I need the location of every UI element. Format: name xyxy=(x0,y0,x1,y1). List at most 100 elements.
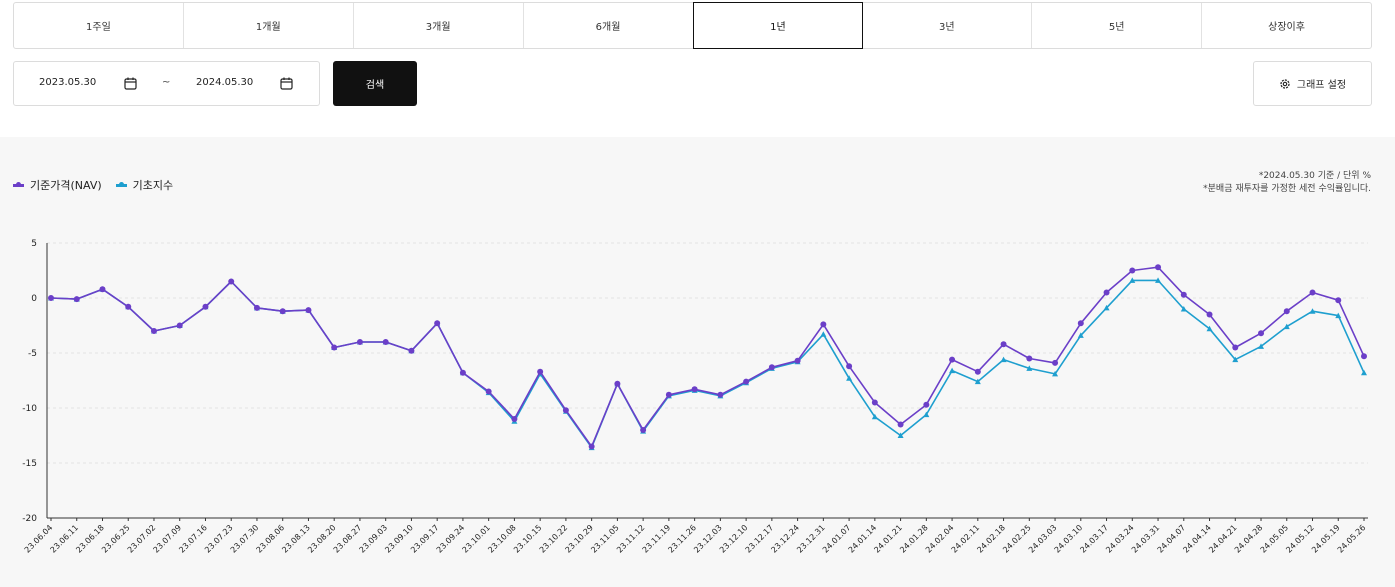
data-point xyxy=(1180,306,1187,312)
tab-1[interactable]: 1개월 xyxy=(184,3,354,48)
legend-label: 기준가격(NAV) xyxy=(30,179,102,192)
data-point xyxy=(48,295,54,301)
tab-7[interactable]: 상장이후 xyxy=(1268,22,1305,33)
graph-settings-label: 그래프 설정 xyxy=(1296,80,1347,91)
tab-3[interactable]: 6개월 xyxy=(524,3,694,48)
y-tick-label: -20 xyxy=(22,514,37,524)
data-point xyxy=(1361,369,1367,376)
data-point xyxy=(228,278,235,285)
data-point xyxy=(820,321,827,328)
data-point xyxy=(1206,311,1213,318)
data-point xyxy=(305,307,312,314)
data-point xyxy=(73,296,80,303)
data-point xyxy=(1103,304,1110,311)
data-point xyxy=(434,320,441,327)
data-point xyxy=(1232,344,1239,351)
data-point xyxy=(1232,356,1239,363)
legend-label: 기초지수 xyxy=(132,179,174,192)
data-point xyxy=(949,367,956,374)
data-point xyxy=(356,339,363,345)
data-point xyxy=(1052,359,1059,366)
date-range-picker[interactable]: 2023.05.30 ~ 2024.05.30 xyxy=(13,61,320,106)
data-point xyxy=(1309,289,1316,296)
tab-0[interactable]: 1주일 xyxy=(14,3,184,48)
data-point xyxy=(511,416,518,422)
data-point xyxy=(871,413,878,420)
calendar-icon[interactable] xyxy=(280,77,293,90)
data-point xyxy=(1283,323,1290,330)
data-point xyxy=(923,411,930,418)
data-point xyxy=(562,407,569,414)
data-point xyxy=(459,369,466,376)
data-point xyxy=(99,286,106,293)
data-point xyxy=(150,328,157,334)
line-chart: 50-5-10-15-2023.06.0423.06.1123.06.1823.… xyxy=(22,239,1368,555)
data-point xyxy=(820,331,827,337)
series-line xyxy=(50,266,1365,448)
legend-item-index[interactable]: 기초지수 xyxy=(115,177,174,193)
y-tick-label: 0 xyxy=(31,294,37,304)
note-line: *2024.05.30 기준 / 단위 % xyxy=(1258,171,1371,181)
data-point xyxy=(1155,264,1162,271)
data-point xyxy=(1077,332,1084,338)
data-point xyxy=(949,356,956,363)
data-point xyxy=(1309,308,1316,314)
data-point xyxy=(1000,356,1007,363)
data-point xyxy=(125,303,132,310)
search-button[interactable]: 검색 xyxy=(333,61,417,106)
start-date[interactable]: 2023.05.30 xyxy=(39,77,97,88)
data-point xyxy=(1000,341,1007,348)
data-point xyxy=(279,308,286,315)
tab-2[interactable]: 3개월 xyxy=(354,3,524,48)
x-tick-label: 24.05.26 xyxy=(1336,523,1368,555)
data-point xyxy=(897,432,904,438)
series-line xyxy=(50,279,1365,449)
data-point xyxy=(408,347,415,354)
chart-note: *2024.05.30 기준 / 단위 % *분배금 재투자를 가정한 세전 수… xyxy=(1203,170,1371,196)
data-point xyxy=(588,443,595,450)
data-point xyxy=(614,380,621,387)
data-point xyxy=(331,344,338,351)
data-point xyxy=(1129,277,1136,283)
legend-marker-icon xyxy=(115,181,127,187)
data-point xyxy=(846,363,853,370)
tab-6[interactable]: 5년 xyxy=(1032,3,1203,48)
data-point xyxy=(974,378,981,385)
tab-4[interactable]: 1년 xyxy=(692,2,864,49)
data-point xyxy=(691,386,698,393)
data-point xyxy=(1155,277,1162,283)
data-point xyxy=(974,368,981,375)
data-point xyxy=(717,391,724,398)
data-point xyxy=(1361,353,1367,360)
data-point xyxy=(665,391,672,398)
data-point xyxy=(923,401,930,408)
data-point xyxy=(1026,355,1033,362)
data-point xyxy=(537,368,544,375)
data-point xyxy=(176,322,183,329)
data-point xyxy=(1052,370,1059,377)
data-point xyxy=(1103,289,1110,296)
end-date[interactable]: 2024.05.30 xyxy=(196,77,254,88)
calendar-icon[interactable] xyxy=(124,77,137,90)
data-point xyxy=(743,378,750,385)
y-tick-label: 5 xyxy=(31,239,37,249)
tab-5[interactable]: 3년 xyxy=(862,3,1033,48)
legend-item-nav[interactable]: 기준가격(NAV) xyxy=(13,177,102,193)
data-point xyxy=(1258,343,1265,349)
y-tick-label: -5 xyxy=(28,349,37,359)
date-separator: ~ xyxy=(162,77,171,88)
data-point xyxy=(1026,365,1033,371)
legend-marker-icon xyxy=(13,181,24,187)
data-point xyxy=(485,388,492,395)
data-point xyxy=(253,304,260,311)
data-point xyxy=(1206,325,1213,332)
chart-legend: 기준가격(NAV) 기초지수 xyxy=(13,177,173,193)
data-point xyxy=(1258,330,1265,337)
data-point xyxy=(871,399,878,406)
data-point xyxy=(202,303,209,310)
data-point xyxy=(640,427,647,433)
data-point xyxy=(1077,320,1084,327)
data-point xyxy=(897,421,904,428)
data-point xyxy=(1335,312,1342,319)
graph-settings-button[interactable]: 그래프 설정 xyxy=(1253,61,1372,106)
